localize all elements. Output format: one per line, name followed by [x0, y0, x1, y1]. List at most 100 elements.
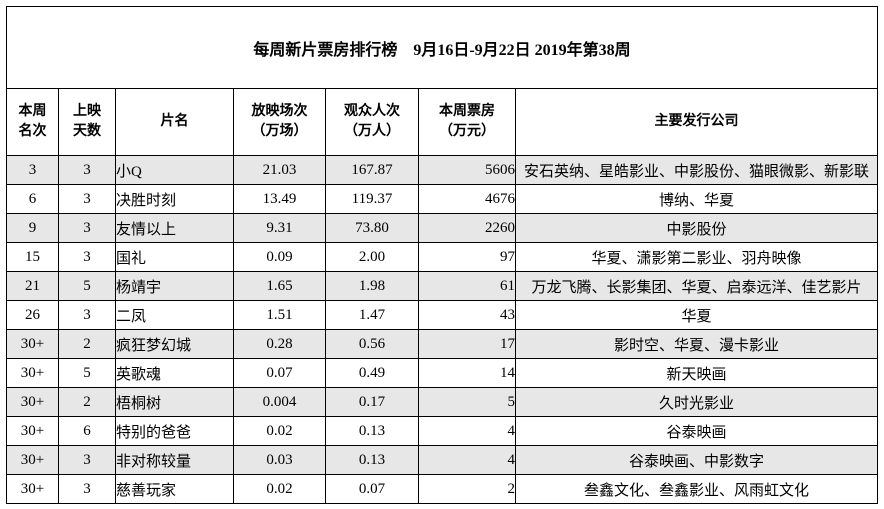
cell-screenings: 0.09	[233, 242, 326, 272]
table-row: 9 3 友情以上 9.31 73.80 2260 中影股份	[6, 213, 879, 243]
cell-film-title: 国礼	[115, 242, 234, 272]
cell-box-office: 5606	[418, 155, 516, 185]
table-row: 30+ 6 特别的爸爸 0.02 0.13 4 谷泰映画	[6, 416, 879, 446]
table-row: 30+ 5 英歌魂 0.07 0.49 14 新天映画	[6, 358, 879, 388]
cell-film-title: 决胜时刻	[115, 184, 234, 214]
cell-box-office: 4	[418, 416, 516, 446]
cell-distributors: 新天映画	[514, 358, 879, 388]
cell-screenings: 0.02	[233, 416, 326, 446]
cell-film-title: 梧桐树	[115, 387, 234, 417]
table-row: 15 3 国礼 0.09 2.00 97 华夏、潇影第二影业、羽舟映像	[6, 242, 879, 272]
cell-audience: 0.17	[325, 387, 419, 417]
cell-box-office: 5	[418, 387, 516, 417]
cell-film-title: 小Q	[115, 155, 234, 185]
cell-days: 3	[58, 300, 116, 330]
cell-rank: 3	[6, 155, 59, 185]
table-body: 3 3 小Q 21.03 167.87 5606 安石英纳、星皓影业、中影股份、…	[6, 155, 879, 504]
title-row: 每周新片票房排行榜 9月16日-9月22日 2019年第38周	[5, 6, 879, 89]
cell-audience: 0.56	[325, 329, 419, 359]
box-office-table: 每周新片票房排行榜 9月16日-9月22日 2019年第38周 本周 名次 上映…	[5, 6, 879, 504]
cell-days: 3	[58, 242, 116, 272]
table-row: 21 5 杨靖宇 1.65 1.98 61 万龙飞腾、长影集团、华夏、启泰远洋、…	[6, 271, 879, 301]
cell-audience: 1.47	[325, 300, 419, 330]
cell-audience: 0.49	[325, 358, 419, 388]
cell-rank: 30+	[6, 358, 59, 388]
cell-screenings: 21.03	[233, 155, 326, 185]
col-header-box-office: 本周票房 （万元）	[418, 88, 516, 156]
table-row: 30+ 3 慈善玩家 0.02 0.07 2 叁鑫文化、叁鑫影业、风雨虹文化	[6, 474, 879, 504]
cell-rank: 6	[6, 184, 59, 214]
cell-screenings: 0.07	[233, 358, 326, 388]
cell-rank: 30+	[6, 329, 59, 359]
cell-film-title: 二凤	[115, 300, 234, 330]
cell-screenings: 0.004	[233, 387, 326, 417]
cell-audience: 73.80	[325, 213, 419, 243]
cell-rank: 30+	[6, 387, 59, 417]
cell-box-office: 14	[418, 358, 516, 388]
table-row: 6 3 决胜时刻 13.49 119.37 4676 博纳、华夏	[6, 184, 879, 214]
cell-film-title: 特别的爸爸	[115, 416, 234, 446]
cell-distributors: 中影股份	[514, 213, 879, 243]
cell-screenings: 9.31	[233, 213, 326, 243]
cell-screenings: 13.49	[233, 184, 326, 214]
table-row: 30+ 2 疯狂梦幻城 0.28 0.56 17 影时空、华夏、漫卡影业	[6, 329, 879, 359]
cell-days: 3	[58, 474, 116, 504]
cell-box-office: 2	[418, 474, 516, 504]
cell-days: 5	[58, 358, 116, 388]
table-row: 30+ 2 梧桐树 0.004 0.17 5 久时光影业	[6, 387, 879, 417]
cell-distributors: 谷泰映画	[514, 416, 879, 446]
cell-days: 2	[58, 329, 116, 359]
cell-audience: 0.13	[325, 445, 419, 475]
cell-days: 3	[58, 184, 116, 214]
cell-distributors: 安石英纳、星皓影业、中影股份、猫眼微影、新影联	[514, 155, 879, 185]
cell-film-title: 友情以上	[115, 213, 234, 243]
cell-rank: 30+	[6, 416, 59, 446]
cell-film-title: 疯狂梦幻城	[115, 329, 234, 359]
cell-distributors: 谷泰映画、中影数字	[514, 445, 879, 475]
cell-box-office: 2260	[418, 213, 516, 243]
cell-distributors: 影时空、华夏、漫卡影业	[514, 329, 879, 359]
cell-audience: 0.07	[325, 474, 419, 504]
col-header-distributors: 主要发行公司	[514, 88, 879, 156]
cell-screenings: 0.03	[233, 445, 326, 475]
cell-days: 3	[58, 445, 116, 475]
cell-distributors: 华夏	[514, 300, 879, 330]
col-header-rank: 本周 名次	[6, 88, 59, 156]
cell-film-title: 杨靖宇	[115, 271, 234, 301]
cell-rank: 30+	[6, 474, 59, 504]
cell-box-office: 4676	[418, 184, 516, 214]
cell-days: 2	[58, 387, 116, 417]
table-title: 每周新片票房排行榜 9月16日-9月22日 2019年第38周	[5, 6, 879, 89]
cell-days: 3	[58, 155, 116, 185]
cell-distributors: 久时光影业	[514, 387, 879, 417]
header-row: 本周 名次 上映 天数 片名 放映场次 （万场） 观众人次 （万人） 本周票房 …	[6, 88, 879, 156]
cell-audience: 167.87	[325, 155, 419, 185]
table-row: 30+ 3 非对称较量 0.03 0.13 4 谷泰映画、中影数字	[6, 445, 879, 475]
cell-screenings: 1.65	[233, 271, 326, 301]
cell-distributors: 叁鑫文化、叁鑫影业、风雨虹文化	[514, 474, 879, 504]
col-header-screenings: 放映场次 （万场）	[233, 88, 326, 156]
cell-rank: 21	[6, 271, 59, 301]
cell-distributors: 万龙飞腾、长影集团、华夏、启泰远洋、佳艺影片	[514, 271, 879, 301]
cell-distributors: 博纳、华夏	[514, 184, 879, 214]
cell-rank: 30+	[6, 445, 59, 475]
cell-audience: 119.37	[325, 184, 419, 214]
col-header-film: 片名	[115, 88, 234, 156]
table-row: 26 3 二凤 1.51 1.47 43 华夏	[6, 300, 879, 330]
cell-box-office: 4	[418, 445, 516, 475]
cell-rank: 15	[6, 242, 59, 272]
cell-film-title: 慈善玩家	[115, 474, 234, 504]
col-header-days: 上映 天数	[58, 88, 116, 156]
cell-screenings: 0.28	[233, 329, 326, 359]
cell-days: 6	[58, 416, 116, 446]
cell-audience: 2.00	[325, 242, 419, 272]
cell-screenings: 1.51	[233, 300, 326, 330]
cell-audience: 0.13	[325, 416, 419, 446]
cell-days: 3	[58, 213, 116, 243]
cell-box-office: 61	[418, 271, 516, 301]
cell-film-title: 英歌魂	[115, 358, 234, 388]
cell-audience: 1.98	[325, 271, 419, 301]
cell-box-office: 17	[418, 329, 516, 359]
cell-film-title: 非对称较量	[115, 445, 234, 475]
